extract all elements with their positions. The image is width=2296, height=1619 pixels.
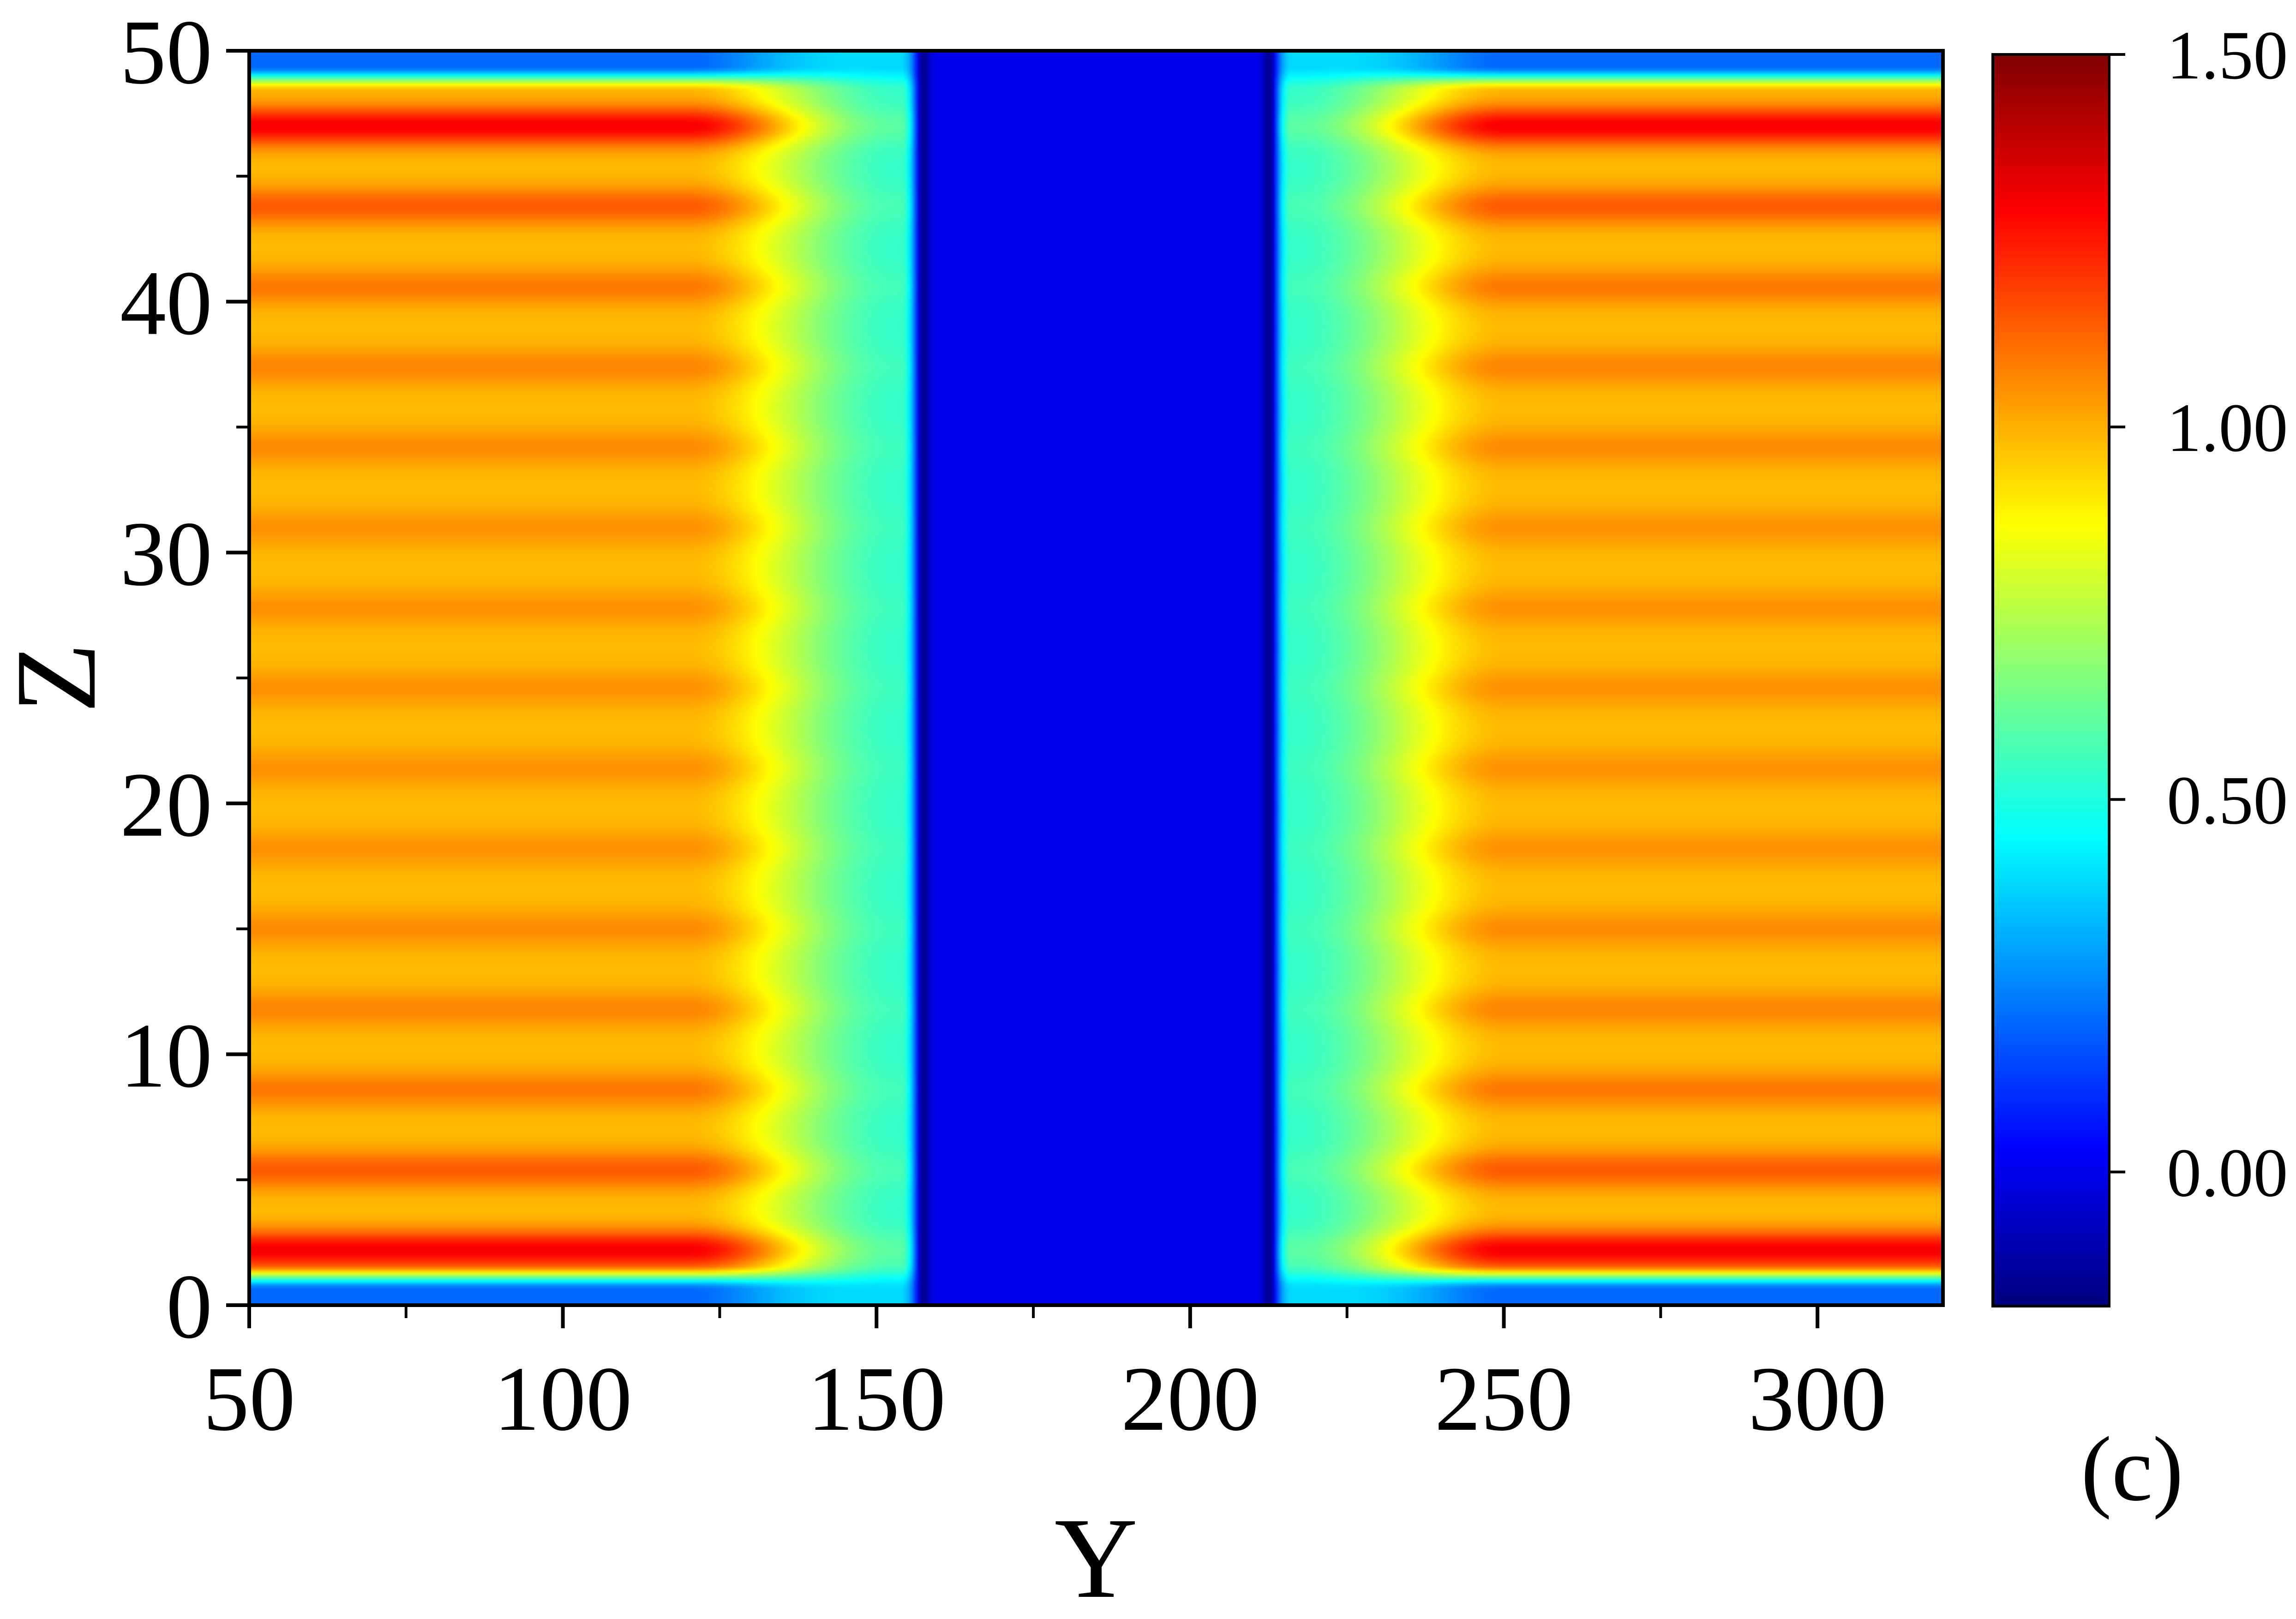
- colorbar-tick-label: 1.00: [2167, 390, 2288, 466]
- colorbar-ticks: 0.00 0.50 1.00 1.50: [2109, 17, 2288, 1211]
- colorbar-tick-label: 0.00: [2167, 1134, 2288, 1211]
- colorbar-gradient: [1993, 54, 2109, 1306]
- y-tick-label: 20: [120, 754, 212, 856]
- y-tick-label: 40: [120, 252, 212, 354]
- y-axis-title: Z: [0, 643, 120, 714]
- colorbar-tick-label: 1.50: [2167, 17, 2288, 94]
- y-tick-label: 50: [120, 1, 212, 103]
- x-tick-label: 300: [1748, 1348, 1887, 1450]
- x-tick-label: 250: [1435, 1348, 1573, 1450]
- x-tick-label: 200: [1121, 1348, 1259, 1450]
- x-tick-label: 50: [203, 1348, 295, 1450]
- x-axis-title: Y: [1055, 1494, 1138, 1619]
- y-tick-label: 10: [120, 1005, 212, 1107]
- colorbar-tick-label: 0.50: [2167, 762, 2288, 839]
- x-tick-label: 150: [807, 1348, 946, 1450]
- panel-label: (c): [2081, 1418, 2183, 1520]
- x-axis-ticks: 50 100 150 200 250 300: [203, 1305, 1887, 1450]
- x-tick-label: 100: [494, 1348, 632, 1450]
- y-tick-label: 30: [120, 503, 212, 605]
- y-tick-label: 0: [166, 1256, 212, 1358]
- colorbar-frame: [1991, 53, 2110, 1307]
- y-axis-ticks: 0 10 20 30 40 50: [120, 1, 249, 1358]
- heatmap-field: [249, 51, 1943, 1305]
